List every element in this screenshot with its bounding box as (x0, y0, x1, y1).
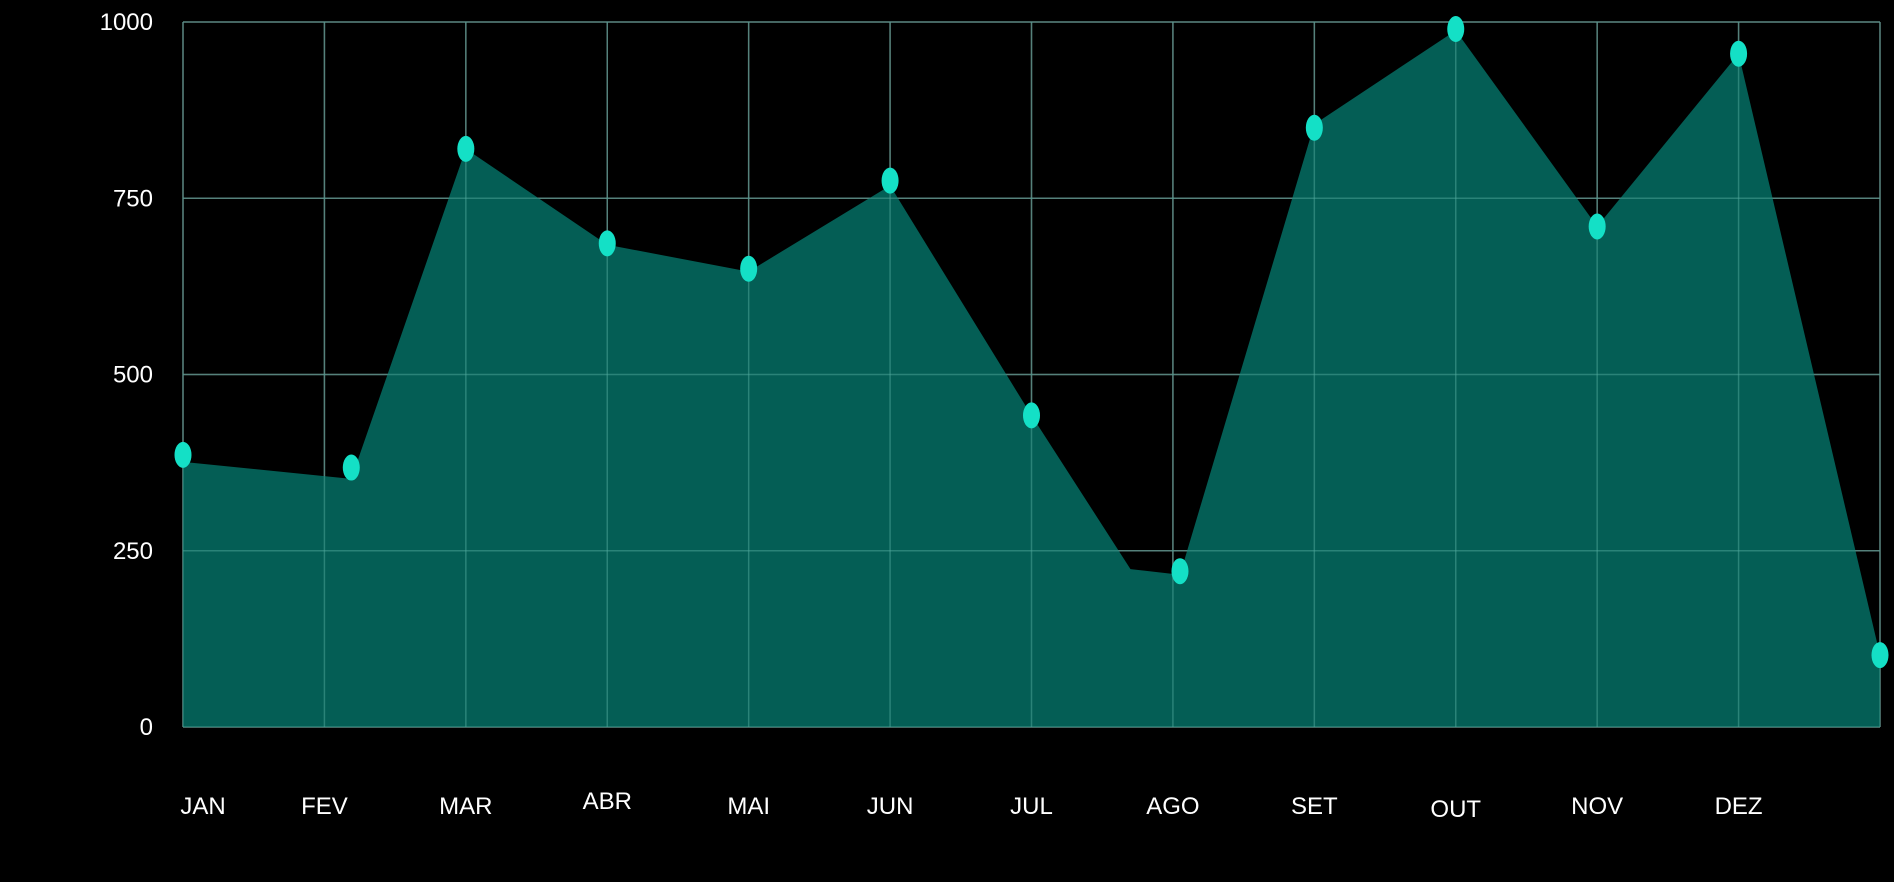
x-axis-ticks: JAN FEV MAR ABR MAI JUN JUL AGO SET OUT NOV DEZ (180, 788, 1762, 823)
data-point (342, 454, 360, 481)
y-axis-ticks: 0 250 500 750 1000 (100, 9, 153, 741)
data-point (457, 135, 475, 162)
y-tick-label: 0 (140, 714, 153, 741)
x-tick-label: JAN (180, 793, 225, 820)
x-tick-label: NOV (1571, 793, 1623, 820)
y-tick-label: 750 (113, 185, 153, 212)
data-point (1447, 16, 1465, 43)
x-tick-label: OUT (1430, 796, 1481, 823)
overgrid-layer (182, 21, 1881, 728)
x-tick-label: ABR (583, 788, 632, 815)
y-tick-label: 250 (113, 538, 153, 565)
marker-layer (174, 16, 1889, 669)
x-tick-label: JUN (867, 793, 914, 820)
data-point (1871, 642, 1889, 669)
data-point (1171, 558, 1189, 585)
data-point (1305, 114, 1323, 141)
x-tick-label: SET (1291, 793, 1338, 820)
x-tick-label: MAI (727, 793, 770, 820)
data-point (598, 230, 616, 257)
x-tick-label: DEZ (1715, 793, 1763, 820)
x-tick-label: MAR (439, 793, 492, 820)
x-tick-label: FEV (301, 793, 348, 820)
data-point (1588, 213, 1606, 240)
x-tick-label: AGO (1146, 793, 1199, 820)
data-point (740, 255, 758, 282)
data-point (174, 441, 192, 468)
data-point (1730, 40, 1748, 67)
x-tick-label: JUL (1010, 793, 1053, 820)
data-point (1023, 402, 1040, 429)
y-tick-label: 500 (113, 362, 153, 389)
data-point (881, 167, 899, 194)
y-tick-label: 1000 (100, 9, 153, 36)
